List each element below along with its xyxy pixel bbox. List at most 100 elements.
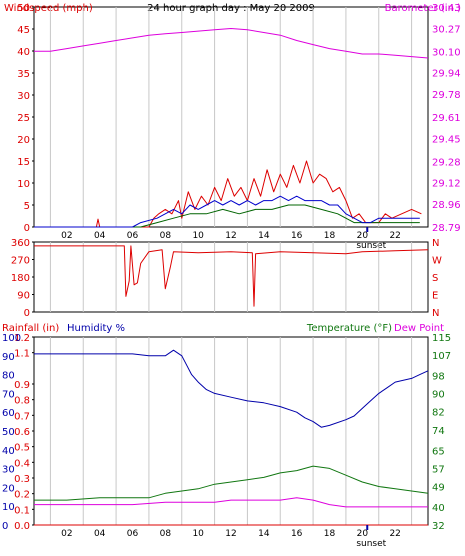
humidity-tick-label: 20	[2, 483, 15, 494]
humidity-tick-label: 40	[2, 446, 15, 457]
humidity-tick-label: 10	[2, 502, 15, 513]
right-tick-label: 82	[432, 408, 445, 419]
hour-tick-labels: 02 04 06 08 10 12 14 16 18 20 22	[61, 529, 401, 539]
humidity-tick-label: 50	[2, 427, 15, 438]
temperature-tick-labels: 32 40 49 57 65 74 82 90 98 107 115	[432, 333, 451, 532]
left-tick-label: 180	[11, 273, 30, 284]
x-tick-label: 02	[61, 529, 72, 539]
right-tick-label: N	[432, 308, 439, 319]
left-tick-label: 0	[24, 308, 30, 319]
right-tick-label: E	[432, 291, 438, 302]
wind-speed-line	[34, 160, 422, 228]
x-tick-label: 16	[291, 529, 303, 539]
humidity-tick-label: 30	[2, 465, 15, 476]
right-tick-label: W	[432, 256, 442, 267]
left-tick-label: 0.6	[14, 427, 30, 438]
left-tick-label: 5	[24, 201, 30, 212]
left-tick-label: 15	[17, 157, 30, 168]
left-tick-label: 25	[17, 113, 30, 124]
x-tick-label: 20	[357, 231, 369, 241]
left-tick-label: 270	[11, 256, 30, 267]
x-tick-label: 12	[225, 529, 236, 539]
right-tick-label: 29.45	[432, 134, 461, 145]
right-tick-label: 90	[432, 390, 445, 401]
wind-speed-axis-title: Windspeed (mph)	[4, 3, 93, 14]
sunset-label: sunset	[356, 241, 386, 251]
x-tick-label: 16	[291, 231, 303, 241]
right-tick-label: 29.61	[432, 113, 461, 124]
humidity-tick-label: 100	[2, 333, 21, 344]
left-tick-label: 45	[17, 25, 30, 36]
left-tick-label: 30	[17, 91, 30, 102]
panel-grid	[49, 337, 413, 525]
x-tick-label: 10	[192, 231, 204, 241]
humidity-tick-label: 0	[2, 521, 8, 532]
x-tick-label: 12	[225, 231, 236, 241]
right-tick-label: 49	[432, 482, 445, 493]
left-tick-label: 1.2	[14, 333, 30, 344]
barometer-axis-title: Barometer (in.)	[385, 3, 461, 14]
humidity-line	[34, 349, 429, 428]
x-tick-label: 22	[389, 231, 400, 241]
left-tick-label: 50	[17, 3, 30, 14]
left-tick-label: 0	[24, 223, 30, 234]
barometer	[34, 28, 429, 59]
left-tick-label: 1.1	[14, 349, 30, 360]
wind-barometer-panel: Windspeed (mph) 24 hour graph day : May …	[4, 3, 461, 251]
right-tick-label: 57	[432, 464, 445, 475]
hour-tick-labels: 02 04 06 08 10 12 14 16 18 20 22	[61, 231, 401, 241]
left-tick-label: 0.1	[14, 505, 30, 516]
panel-series	[34, 245, 429, 307]
wind-direction-line	[34, 245, 429, 307]
x-tick-label: 08	[160, 231, 172, 241]
left-tick-label: 360	[11, 238, 30, 249]
right-tick-label: 30.43	[432, 3, 461, 14]
left-tick-label: 35	[17, 69, 30, 80]
left-tick-label: 0.0	[14, 521, 30, 532]
left-tick-label: 10	[17, 179, 30, 190]
left-tick-label: 0.4	[14, 458, 30, 469]
left-tick-label: 0.7	[14, 411, 30, 422]
x-tick-label: 10	[192, 529, 204, 539]
right-tick-label: 28.96	[432, 200, 461, 211]
right-tick-label: 65	[432, 446, 445, 457]
x-tick-label: 14	[258, 231, 270, 241]
panel-series	[34, 349, 429, 526]
right-tick-label: 29.28	[432, 157, 461, 168]
x-tick-label: 04	[94, 231, 106, 241]
wind-avg-line	[34, 195, 420, 228]
panel-series	[34, 28, 429, 228]
right-tick-label: 30.10	[432, 47, 461, 58]
temperature-line	[34, 465, 429, 501]
right-tick-label: N	[432, 238, 439, 249]
wind-speed-tick-labels: 0 5 10 15 20 25 30 35 40 45 50	[17, 3, 34, 234]
left-tick-label: 20	[17, 135, 30, 146]
left-tick-label: 0.9	[14, 380, 30, 391]
sunset-label: sunset	[356, 539, 386, 549]
x-tick-label: 14	[258, 529, 270, 539]
rainfall-axis-title: Rainfall (in)	[2, 323, 59, 334]
right-tick-label: S	[432, 273, 438, 284]
left-tick-label: 90	[17, 291, 30, 302]
right-tick-label: 29.12	[432, 179, 461, 190]
x-tick-label: 06	[127, 231, 139, 241]
humidity-tick-label: 60	[2, 408, 15, 419]
humidity-tick-label: 90	[2, 352, 15, 363]
right-tick-label: 74	[432, 426, 445, 437]
temperature-axis-title: Temperature (°F)	[306, 323, 392, 334]
left-tick-label: 0.8	[14, 396, 30, 407]
right-tick-label: 32	[432, 521, 445, 532]
chart-title: 24 hour graph day : May 20 2009	[147, 3, 315, 14]
right-tick-label: 40	[432, 503, 445, 514]
x-tick-label: 22	[389, 529, 400, 539]
rainfall-tick-labels: 0.0 0.1 0.2 0.3 0.4 0.5 0.6 0.7 0.8 0.9 1.1 1.2	[14, 333, 34, 532]
left-tick-label: 0.2	[14, 490, 30, 501]
right-tick-label: 29.78	[432, 90, 461, 101]
x-tick-label: 04	[94, 529, 106, 539]
left-tick-label: 0.3	[14, 474, 30, 485]
dew-point-line	[34, 497, 428, 508]
